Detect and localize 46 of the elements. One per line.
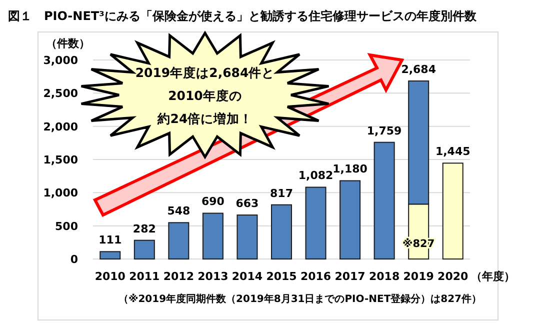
total-label: 111 [98, 234, 122, 247]
y-tick-label: 1,000 [43, 186, 78, 200]
x-tick-label: 2010 [94, 270, 126, 283]
total-label: 1,180 [332, 162, 368, 176]
total-label: 1,759 [366, 124, 402, 138]
bar [374, 142, 395, 260]
x-tick-label: 2020 [438, 270, 469, 283]
x-tick-label: 2016 [300, 270, 332, 283]
bar [100, 251, 121, 260]
bar [134, 240, 155, 260]
bar [442, 162, 464, 260]
bar [305, 186, 326, 260]
y-tick-label: 1,500 [43, 154, 78, 166]
annotation: 2010年度の [168, 88, 242, 103]
total-label: 2,684 [401, 62, 436, 76]
y-tick-label: 500 [55, 220, 78, 233]
x-tick-label: 2013 [198, 270, 228, 283]
y-tick-label: 3,000 [43, 54, 78, 67]
annotation: 2019年度は2,684件と [135, 65, 275, 80]
bar [202, 212, 224, 260]
x-tick-label: 2017 [334, 270, 366, 283]
y-tick-label: 2,500 [43, 87, 78, 100]
y-axis-title: （件数） [46, 37, 90, 50]
y-tick-label: 0 [70, 253, 78, 266]
total-label: 663 [236, 197, 259, 210]
total-label: 1,082 [298, 169, 334, 182]
total-label: 817 [270, 186, 293, 200]
bar [236, 214, 258, 260]
y-tick-label: 2,000 [43, 120, 78, 134]
x-tick-label: 2019 [403, 270, 434, 283]
chart-title: 図１ PIO-NET³にみる「保険金が使える」と勧誘する住宅修理サービスの年度別件数 [8, 9, 478, 23]
total-label: 1,445 [435, 145, 470, 158]
total-label: 548 [167, 204, 190, 218]
bar [340, 180, 361, 260]
x-tick-label: 2012 [163, 270, 194, 283]
text: （※2019年度同期件数（2019年8月31日までのPIO-NET登録分）は827件） [118, 293, 482, 305]
bar [168, 222, 190, 260]
annotation: 約24倍に増加！ [156, 111, 253, 126]
x-axis-title: （年度） [470, 270, 515, 283]
total-label: 282 [132, 222, 156, 236]
x-tick-label: 2015 [266, 270, 297, 283]
x-tick-label: 2018 [369, 270, 400, 283]
x-tick-label: 2014 [232, 270, 263, 283]
x-tick-label: 2011 [129, 270, 160, 283]
total-label: 690 [201, 195, 225, 208]
bar [271, 204, 292, 260]
